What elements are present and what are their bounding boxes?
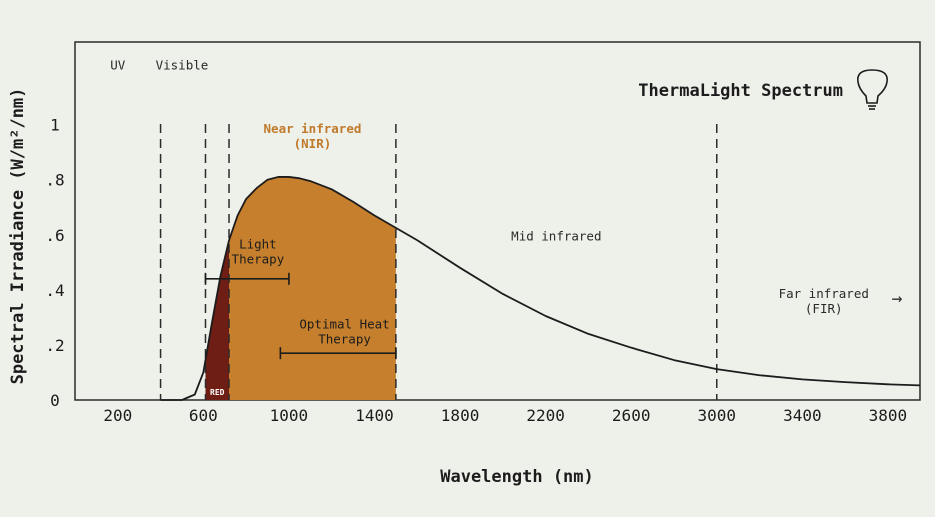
x-tick-label: 600 [189, 406, 218, 425]
curve-layer [160, 176, 921, 401]
arrow-right-icon: → [892, 288, 903, 309]
region-label-0-0: UV [110, 58, 126, 73]
chart-title: ThermaLight Spectrum [638, 81, 843, 101]
x-tick-label: 3400 [783, 406, 822, 425]
band-1 [229, 176, 396, 400]
therapy-label-0-1: Therapy [232, 252, 285, 267]
light-bulb-icon [856, 69, 889, 110]
region-label-4-0: Far infrared [779, 286, 869, 301]
y-axis-label: Spectral Irradiance (W/m²/nm) [8, 88, 28, 385]
region-label-2-0: Near infrared [264, 121, 362, 136]
regions-layer: UV Visible Near infrared(NIR) Mid infrared F… [110, 58, 902, 317]
x-tick-label: 200 [103, 406, 132, 425]
band-label-0: RED [210, 388, 225, 397]
band-0 [205, 240, 230, 400]
y-ticks-layer: 0 .2 .4 .6 .8 1 [45, 116, 64, 410]
bands-layer: RED [205, 176, 396, 400]
x-tick-label: 3000 [698, 406, 737, 425]
x-tick-label: 2200 [526, 406, 565, 425]
plot-frame [74, 41, 921, 401]
x-tick-label: 1400 [355, 406, 394, 425]
therapy-label-1-1: Therapy [318, 331, 371, 346]
x-tick-label: 1000 [270, 406, 309, 425]
y-tick-label: .8 [45, 171, 64, 190]
region-label-1-0: Visible [156, 58, 209, 73]
region-label-4-1: (FIR) [805, 301, 843, 316]
y-tick-label: .4 [45, 281, 64, 300]
x-tick-label: 1800 [441, 406, 480, 425]
therapy-label-0-0: Light [239, 237, 277, 252]
x-ticks-layer: 200 600 1000 1400 1800 2200 2600 3000 3400 3800 [103, 406, 907, 425]
therapy-label-1-0: Optimal Heat [299, 316, 389, 331]
y-tick-label: 0 [50, 391, 60, 410]
region-label-3-0: Mid infrared [511, 228, 601, 243]
y-tick-label: 1 [50, 116, 60, 135]
spectrum-curve [160, 176, 921, 401]
x-tick-label: 2600 [612, 406, 651, 425]
x-axis-label: Wavelength (nm) [440, 467, 594, 487]
y-tick-label: .2 [45, 336, 64, 355]
x-tick-label: 3800 [869, 406, 908, 425]
region-label-2-1: (NIR) [294, 136, 332, 151]
y-tick-label: .6 [45, 226, 64, 245]
